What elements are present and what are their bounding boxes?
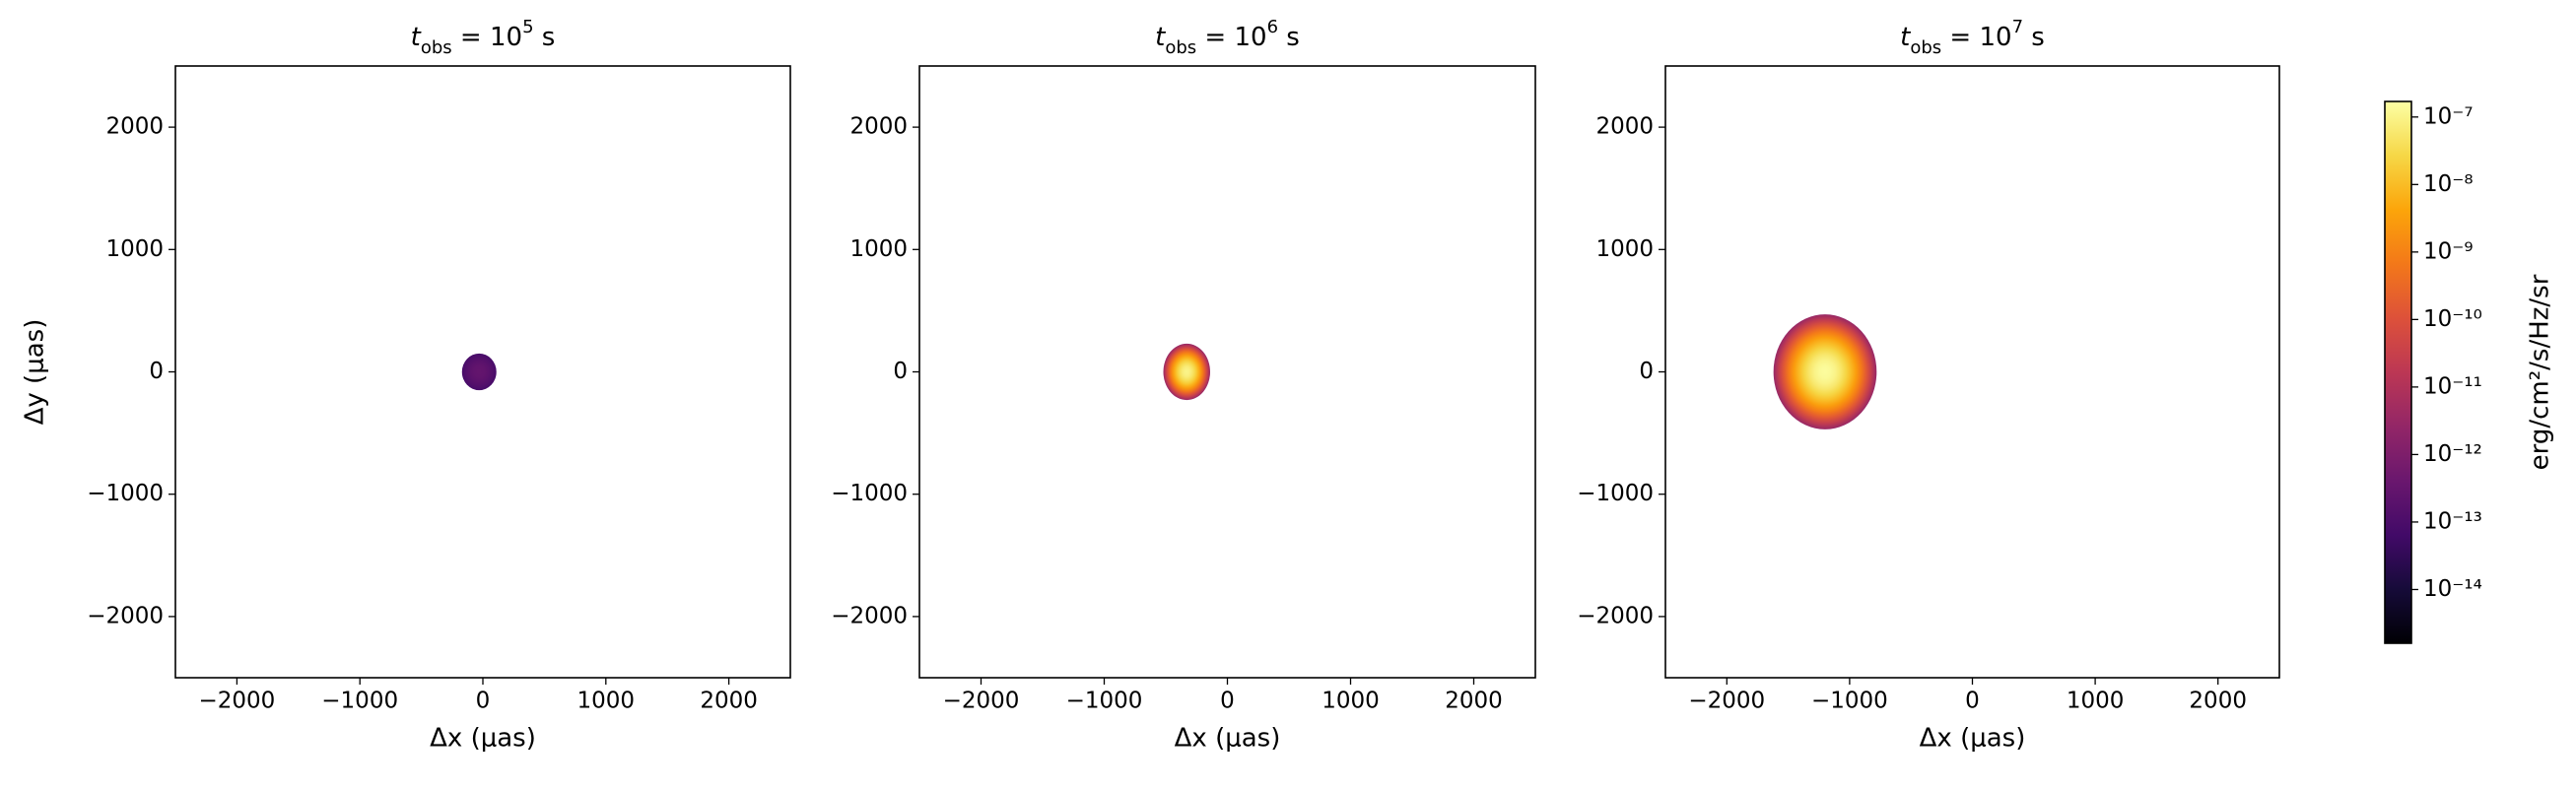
- y-tick-label: −1000: [831, 481, 908, 506]
- x-tick-label: −1000: [321, 689, 398, 714]
- x-tick-label: 1000: [2067, 689, 2125, 714]
- colorbar-label: erg/cm²/s/Hz/sr: [2526, 274, 2555, 470]
- title-mid: = 10: [452, 23, 522, 52]
- y-axis-label: Δy (μas): [21, 319, 50, 426]
- title-end: s: [1278, 23, 1300, 52]
- y-tick-label: 1000: [1595, 236, 1654, 262]
- colorbar-tick-label: 10⁻⁹: [2423, 238, 2474, 264]
- y-tick-label: 1000: [105, 236, 164, 262]
- y-tick-label: −1000: [87, 481, 164, 506]
- panel-title: tobs = 107 s: [1900, 17, 2045, 58]
- emission-blob: [1773, 314, 1877, 429]
- y-tick-label: −2000: [831, 603, 908, 628]
- title-sub: obs: [421, 37, 452, 58]
- title-var: t: [1155, 23, 1166, 52]
- y-tick-label: 2000: [849, 114, 908, 140]
- x-tick-label: 0: [476, 689, 491, 714]
- x-axis-label: Δx (μas): [1920, 724, 2026, 754]
- plot-frame: [918, 65, 1536, 679]
- y-tick-label: 1000: [849, 236, 908, 262]
- panel-title: tobs = 106 s: [1155, 17, 1300, 58]
- emission-blob: [1163, 343, 1210, 401]
- x-tick-label: 0: [1220, 689, 1235, 714]
- title-mid: = 10: [1941, 23, 2011, 52]
- x-tick-label: 0: [1965, 689, 1980, 714]
- colorbar-tick-label: 10⁻¹³: [2423, 508, 2482, 534]
- y-tick-label: 0: [1639, 359, 1654, 384]
- title-var: t: [411, 23, 422, 52]
- y-tick-label: −1000: [1577, 481, 1654, 506]
- x-tick-label: 1000: [1322, 689, 1380, 714]
- x-tick-label: −2000: [198, 689, 275, 714]
- x-tick-label: 2000: [1445, 689, 1503, 714]
- colorbar-tick-label: 10⁻¹¹: [2423, 373, 2482, 399]
- title-mid: = 10: [1196, 23, 1266, 52]
- y-tick-label: −2000: [1577, 603, 1654, 628]
- colorbar-tick-label: 10⁻⁷: [2423, 103, 2474, 129]
- title-sub: obs: [1165, 37, 1196, 58]
- panel-title: tobs = 105 s: [411, 17, 556, 58]
- colorbar-tick-label: 10⁻¹⁴: [2423, 576, 2482, 602]
- colorbar: [2384, 100, 2412, 644]
- x-tick-label: −1000: [1066, 689, 1143, 714]
- x-tick-label: −1000: [1811, 689, 1888, 714]
- title-sup: 7: [2012, 17, 2023, 37]
- emission-blob: [461, 353, 497, 391]
- x-axis-label: Δx (μas): [1175, 724, 1281, 754]
- x-tick-label: −2000: [1688, 689, 1765, 714]
- title-end: s: [534, 23, 556, 52]
- title-end: s: [2023, 23, 2045, 52]
- title-sub: obs: [1910, 37, 1941, 58]
- title-sup: 6: [1267, 17, 1278, 37]
- y-tick-label: 0: [893, 359, 908, 384]
- x-tick-label: 1000: [577, 689, 636, 714]
- colorbar-tick-label: 10⁻⁸: [2423, 171, 2474, 197]
- title-var: t: [1900, 23, 1911, 52]
- y-tick-label: 2000: [1595, 114, 1654, 140]
- title-sup: 5: [522, 17, 533, 37]
- x-axis-label: Δx (μas): [430, 724, 536, 754]
- colorbar-tick-label: 10⁻¹⁰: [2423, 306, 2482, 332]
- y-tick-label: 0: [149, 359, 164, 384]
- colorbar-tick-label: 10⁻¹²: [2423, 441, 2482, 467]
- x-tick-label: −2000: [943, 689, 1020, 714]
- plot-frame: [1664, 65, 2280, 679]
- x-tick-label: 2000: [700, 689, 758, 714]
- y-tick-label: −2000: [87, 603, 164, 628]
- y-tick-label: 2000: [105, 114, 164, 140]
- x-tick-label: 2000: [2189, 689, 2247, 714]
